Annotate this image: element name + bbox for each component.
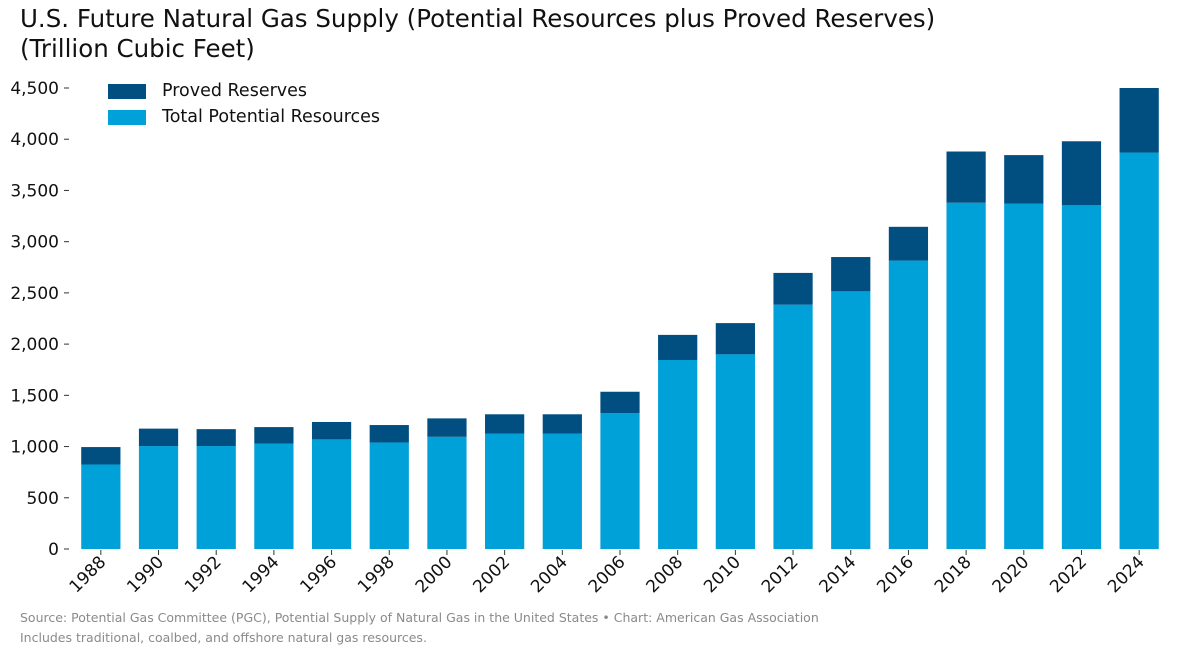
x-tick-label: 1988 <box>66 552 111 597</box>
legend-swatch-total-potential-resources <box>108 109 146 125</box>
y-tick-label: 2,000 <box>10 335 59 355</box>
y-tick-label: 0 <box>48 540 59 560</box>
legend-item-proved-reserves: Proved Reserves <box>108 78 380 104</box>
bar-proved-reserves <box>658 334 698 360</box>
x-tick-label: 1990 <box>123 552 168 597</box>
x-tick-label: 1992 <box>181 552 226 597</box>
legend-label-proved-reserves: Proved Reserves <box>162 81 308 101</box>
bar-proved-reserves <box>1119 88 1159 153</box>
x-tick-label: 2014 <box>816 552 861 597</box>
chart-title-line-1: U.S. Future Natural Gas Supply (Potentia… <box>20 4 936 33</box>
bar-total-potential-resources <box>600 413 640 549</box>
bar-proved-reserves <box>600 391 640 414</box>
bar-total-potential-resources <box>831 291 871 549</box>
bar-total-potential-resources <box>81 464 121 549</box>
y-tick-label: 3,000 <box>10 233 59 253</box>
bar-proved-reserves <box>542 414 582 434</box>
x-tick-label: 2024 <box>1104 552 1149 597</box>
bar-total-potential-resources <box>1119 152 1159 550</box>
legend-label-total-potential-resources: Total Potential Resources <box>162 107 381 127</box>
chart-footer: Source: Potential Gas Committee (PGC), P… <box>20 608 819 648</box>
x-tick-label: 2010 <box>700 552 745 597</box>
bar-total-potential-resources <box>946 202 986 549</box>
x-tick-label: 2016 <box>873 552 918 597</box>
bar-proved-reserves <box>831 257 871 292</box>
x-tick-label: 2000 <box>412 552 457 597</box>
bar-proved-reserves <box>1004 155 1044 204</box>
bar-total-potential-resources <box>1004 203 1044 550</box>
x-tick-label: 1996 <box>296 552 341 597</box>
x-tick-label: 2004 <box>527 552 572 597</box>
bar-total-potential-resources <box>542 433 582 549</box>
legend-swatch-proved-reserves <box>108 83 146 99</box>
bar-total-potential-resources <box>715 354 755 549</box>
legend: Proved Reserves Total Potential Resource… <box>108 78 380 130</box>
bar-proved-reserves <box>81 447 121 465</box>
chart-title-line-2: (Trillion Cubic Feet) <box>20 34 255 63</box>
source-note: Source: Potential Gas Committee (PGC), P… <box>20 610 819 625</box>
legend-item-total-potential-resources: Total Potential Resources <box>108 104 380 130</box>
chart-title: U.S. Future Natural Gas Supply (Potentia… <box>20 4 1180 64</box>
bar-total-potential-resources <box>888 260 929 549</box>
bar-proved-reserves <box>138 428 179 447</box>
resources-note: Includes traditional, coalbed, and offsh… <box>20 630 427 645</box>
y-tick-label: 1,500 <box>10 386 59 406</box>
x-tick-label: 2022 <box>1046 552 1091 597</box>
bar-proved-reserves <box>311 421 352 440</box>
x-tick-label: 2008 <box>642 552 687 597</box>
bar-proved-reserves <box>888 226 929 261</box>
bar-total-potential-resources <box>427 436 467 549</box>
x-tick-label: 2002 <box>469 552 514 597</box>
bar-proved-reserves <box>1061 141 1102 206</box>
y-tick-label: 4,500 <box>10 79 59 99</box>
y-tick-label: 1,000 <box>10 438 59 458</box>
bar-proved-reserves <box>946 151 986 203</box>
x-tick-label: 2020 <box>989 552 1034 597</box>
x-tick-label: 1998 <box>354 552 399 597</box>
bar-total-potential-resources <box>196 446 236 549</box>
x-tick-label: 2006 <box>585 552 630 597</box>
y-tick-label: 2,500 <box>10 284 59 304</box>
x-tick-label: 2012 <box>758 552 803 597</box>
x-tick-label: 1994 <box>239 552 284 597</box>
y-tick-label: 3,500 <box>10 181 59 201</box>
x-tick-label: 2018 <box>931 552 976 597</box>
bar-total-potential-resources <box>311 439 352 549</box>
bar-total-potential-resources <box>138 446 179 549</box>
bar-total-potential-resources <box>773 304 813 549</box>
bar-proved-reserves <box>369 425 409 443</box>
y-tick-label: 500 <box>27 489 59 509</box>
bar-proved-reserves <box>715 323 755 355</box>
bar-proved-reserves <box>485 414 525 434</box>
bar-proved-reserves <box>427 418 467 437</box>
bar-total-potential-resources <box>369 442 409 549</box>
bar-total-potential-resources <box>485 433 525 549</box>
bar-total-potential-resources <box>1061 205 1102 549</box>
bar-proved-reserves <box>773 272 813 305</box>
bar-total-potential-resources <box>254 443 294 549</box>
bar-total-potential-resources <box>658 359 698 549</box>
bar-proved-reserves <box>196 429 236 447</box>
bar-proved-reserves <box>254 427 294 444</box>
y-tick-label: 4,000 <box>10 130 59 150</box>
